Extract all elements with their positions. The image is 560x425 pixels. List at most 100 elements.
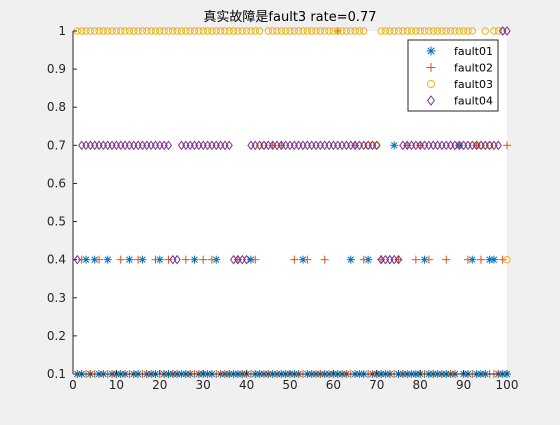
point-fault03 [329, 27, 338, 35]
point-fault03 [251, 27, 259, 35]
point-fault03 [442, 27, 450, 35]
point-fault03 [190, 27, 199, 35]
axes: 0 10 20 30 40 50 60 70 80 90 100 0.1 0.2 0.3 0.4 0.5 0.6… [47, 24, 519, 392]
point-fault03 [325, 27, 333, 35]
point-fault02 [359, 255, 368, 264]
point-fault03 [281, 27, 290, 35]
point-fault03 [455, 27, 463, 35]
point-fault03 [268, 27, 277, 35]
point-fault03 [91, 27, 99, 35]
point-fault03 [351, 27, 359, 35]
point-fault03 [255, 27, 264, 35]
point-fault03 [99, 27, 108, 35]
x-tick-label: 80 [413, 378, 428, 392]
point-fault03 [160, 27, 168, 35]
point-fault03 [221, 27, 229, 35]
point-fault03 [277, 27, 286, 35]
point-fault04 [242, 254, 251, 265]
point-fault03 [143, 27, 151, 35]
legend-label-fault04: fault04 [454, 95, 493, 108]
x-tick-label: 100 [496, 378, 519, 392]
point-fault03 [312, 27, 320, 35]
point-fault02 [333, 27, 342, 35]
point-fault04 [394, 254, 403, 265]
point-fault01 [489, 255, 498, 264]
y-tick-label: 0.6 [47, 176, 66, 190]
point-fault03 [264, 27, 272, 35]
point-fault03 [481, 27, 489, 35]
point-fault03 [242, 27, 251, 35]
point-fault02 [303, 255, 312, 264]
x-tick-label: 90 [456, 378, 471, 392]
legend-marker-fault03 [426, 79, 436, 89]
point-fault01 [190, 255, 199, 264]
point-fault03 [399, 27, 407, 35]
point-fault02 [290, 255, 299, 264]
point-fault03 [225, 27, 233, 35]
point-fault03 [290, 27, 299, 35]
legend-marker-fault01 [426, 46, 436, 56]
point-fault04 [73, 254, 81, 265]
point-fault02 [498, 255, 507, 264]
point-fault03 [199, 27, 207, 35]
point-fault03 [438, 27, 446, 35]
point-fault03 [390, 27, 398, 35]
point-fault03 [294, 27, 303, 35]
y-tick-label: 0.5 [47, 215, 66, 229]
x-tick-label: 40 [239, 378, 254, 392]
point-fault01 [103, 255, 112, 264]
legend-box [407, 39, 499, 112]
legend-marker-fault02 [426, 63, 436, 72]
point-fault03 [164, 27, 173, 35]
point-fault02 [116, 255, 125, 264]
point-fault03 [299, 27, 307, 35]
point-fault03 [156, 27, 164, 35]
point-fault04 [225, 140, 233, 151]
point-fault03 [468, 27, 476, 35]
point-fault04 [494, 140, 502, 151]
point-fault02 [411, 255, 420, 264]
point-fault03 [286, 27, 294, 35]
point-fault03 [234, 27, 242, 35]
point-fault02 [251, 255, 260, 264]
point-fault03 [321, 27, 329, 35]
point-fault03 [433, 27, 442, 35]
point-fault03 [303, 27, 312, 35]
point-fault03 [446, 27, 455, 35]
point-fault02 [476, 255, 485, 264]
point-fault03 [112, 27, 121, 35]
point-fault03 [464, 27, 472, 35]
point-fault03 [394, 27, 403, 35]
point-fault03 [138, 27, 147, 35]
point-fault03 [186, 27, 194, 35]
point-fault03 [342, 27, 351, 35]
y-tick-label: 0.1 [47, 367, 66, 381]
point-fault03 [425, 27, 433, 35]
point-fault02 [199, 255, 208, 264]
point-fault03 [169, 27, 177, 35]
point-fault03 [229, 27, 238, 35]
point-fault02 [320, 255, 329, 264]
point-fault02 [134, 255, 143, 264]
point-fault03 [182, 27, 190, 35]
point-fault03 [208, 27, 216, 35]
x-tick-label: 60 [326, 378, 341, 392]
x-tick-label: 0 [69, 378, 77, 392]
point-fault02 [151, 255, 160, 264]
point-fault03 [503, 255, 511, 264]
y-tick-label: 0.7 [47, 138, 66, 152]
legend: fault01 fault02 fault03 fault04 [407, 39, 499, 112]
point-fault03 [273, 27, 281, 35]
point-fault04 [503, 26, 511, 36]
chart-title: 真实故障是fault3 rate=0.77 [203, 10, 376, 25]
point-fault03 [117, 27, 125, 35]
point-fault03 [360, 27, 368, 35]
point-fault03 [147, 27, 155, 35]
x-tick-label: 20 [152, 378, 167, 392]
point-fault03 [316, 27, 325, 35]
point-fault03 [459, 27, 468, 35]
point-fault03 [108, 27, 116, 35]
point-fault03 [451, 27, 459, 35]
